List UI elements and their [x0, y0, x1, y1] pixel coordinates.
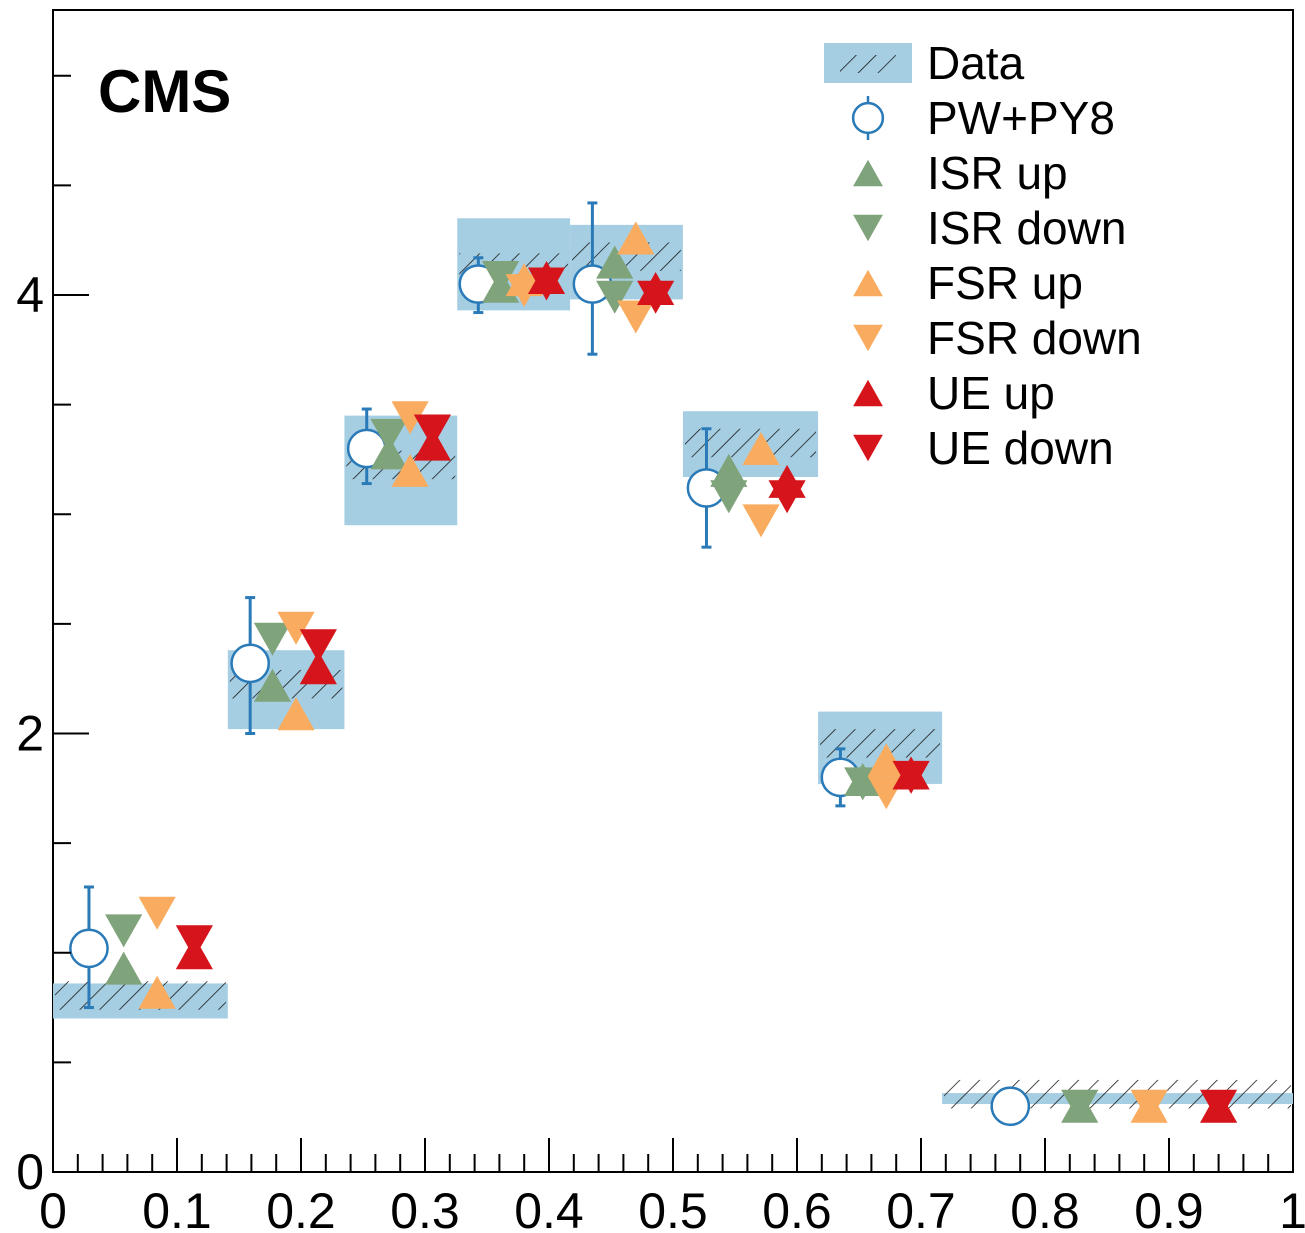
- legend-label: ISR down: [927, 202, 1126, 254]
- legend-marker: [853, 159, 883, 187]
- legend-label: FSR down: [927, 312, 1142, 364]
- data-stat-hatch: [820, 729, 941, 758]
- pw-py8-point: [990, 1086, 1031, 1127]
- x-tick-label: 0.7: [886, 1183, 956, 1233]
- legend-marker: [853, 434, 883, 462]
- ue-down-point: [637, 280, 675, 314]
- x-tick-label: 0.4: [514, 1183, 584, 1233]
- pw-py8-point: [69, 928, 109, 969]
- legend-swatch-hatch: [840, 55, 896, 73]
- isr-down-point: [710, 480, 748, 514]
- legend-label: Data: [927, 37, 1025, 89]
- isr-down-point: [370, 418, 408, 452]
- ue-up-point: [299, 651, 337, 685]
- isr-up-point: [596, 245, 634, 279]
- x-tick-label: 0.5: [638, 1183, 708, 1233]
- isr-up-point: [105, 951, 143, 985]
- data-stat-hatch: [55, 981, 226, 1010]
- x-tick-label: 0.8: [1010, 1183, 1080, 1233]
- fsr-up-point: [742, 431, 780, 465]
- x-tick-label: 0.3: [390, 1183, 460, 1233]
- legend-label: UE up: [927, 367, 1055, 419]
- fsr-up-point: [867, 743, 905, 777]
- ue-down-point: [892, 760, 930, 794]
- fsr-up-point: [617, 221, 655, 255]
- legend-marker: [853, 324, 883, 352]
- legend-label: PW+PY8: [927, 92, 1115, 144]
- fsr-down-point: [138, 896, 176, 930]
- pw-py8-point: [230, 643, 271, 684]
- ue-down-point: [175, 925, 213, 959]
- y-tick-label: 4: [16, 267, 44, 323]
- plot-frame: [52, 9, 1294, 1173]
- fsr-down-point: [742, 504, 780, 538]
- ue-down-point: [299, 629, 337, 663]
- ue-down-point: [768, 480, 806, 514]
- fsr-down-point: [1130, 1089, 1168, 1123]
- series-markers: [69, 201, 1238, 1127]
- legend-label: FSR up: [927, 257, 1083, 309]
- fsr-up-point: [138, 975, 176, 1009]
- fsr-down-point: [391, 401, 429, 435]
- fsr-down-point: [617, 300, 655, 334]
- isr-down-point: [1061, 1089, 1099, 1123]
- legend-marker: [853, 269, 883, 297]
- legend-label: UE down: [927, 422, 1114, 474]
- ue-down-point: [1200, 1089, 1238, 1123]
- isr-down-point: [105, 914, 143, 948]
- legend-marker: [853, 214, 883, 242]
- x-tick-label: 0.6: [762, 1183, 832, 1233]
- isr-down-point: [596, 280, 634, 314]
- y-tick-label: 0: [16, 1144, 44, 1200]
- ue-down-point: [527, 267, 566, 301]
- isr-up-point: [253, 668, 292, 702]
- x-tick-label: 1: [1279, 1183, 1305, 1233]
- ue-down-point: [413, 414, 452, 448]
- x-tick-label: 0.2: [266, 1183, 336, 1233]
- isr-up-point: [710, 453, 748, 487]
- fsr-down-point: [505, 274, 543, 308]
- axes: 0 0.1 0.2 0.3 0.4 0.5 0.6 0.7 0.8 0.9 1 0 2 4: [16, 74, 1305, 1233]
- isr-up-point: [370, 436, 408, 470]
- x-tick-label: 0.1: [142, 1183, 212, 1233]
- fsr-up-point: [391, 453, 429, 487]
- y-tick-label: 2: [16, 706, 44, 762]
- fsr-down-point: [277, 611, 315, 645]
- fsr-up-point: [277, 697, 315, 731]
- x-tick-label: 0: [39, 1183, 67, 1233]
- legend-label: ISR up: [927, 147, 1068, 199]
- x-tick-label: 0.9: [1134, 1183, 1204, 1233]
- isr-down-point: [482, 260, 520, 294]
- legend-marker: [851, 101, 885, 135]
- cms-label: CMS: [98, 58, 231, 125]
- legend-marker: [853, 379, 883, 407]
- isr-down-point: [253, 622, 292, 656]
